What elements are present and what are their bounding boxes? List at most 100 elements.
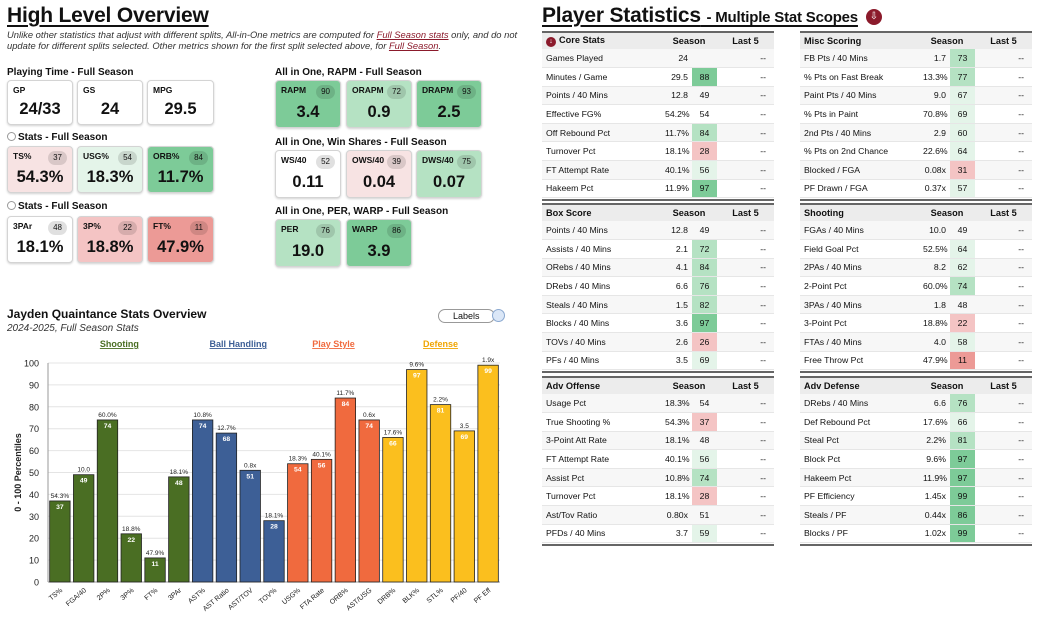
stat-last5: -- (717, 351, 774, 371)
stat-value: 11.9% (919, 468, 950, 488)
x-tick-label: FT% (144, 587, 160, 602)
stat-name: Free Throw Pct (800, 351, 919, 371)
table-row: Field Goal Pct 52.5% 64 -- (800, 239, 1032, 259)
stat-value: 47.9% (919, 351, 950, 371)
stat-value: 0.08x (919, 160, 950, 180)
stat-percentile (692, 49, 717, 69)
table-row: Def Rebound Pct 17.6% 66 -- (800, 412, 1032, 432)
x-tick-label: PF Eff (473, 587, 492, 605)
stat-percentile: 49 (692, 86, 717, 106)
stat-percentile: 76 (950, 394, 975, 414)
stat-value: 0.37x (919, 179, 950, 199)
table-header-name[interactable]: ↓ Core Stats (542, 31, 661, 49)
stat-percentile: 54 (692, 394, 717, 414)
stat-last5: -- (975, 276, 1032, 296)
section-stats-1[interactable]: Stats - Full Season (7, 132, 107, 143)
stat-value: 18.1% (661, 431, 692, 451)
x-tick-label: TOV% (258, 587, 278, 606)
table-header-last5: Last 5 (717, 203, 774, 221)
table-header-season: Season (919, 203, 975, 221)
section-playing-time: Playing Time - Full Season (7, 67, 134, 78)
download-icon[interactable]: ⇩ (866, 9, 882, 25)
stat-last5: -- (975, 141, 1032, 162)
y-tick-label: 40 (29, 490, 39, 500)
stat-value: 54.3% (661, 412, 692, 432)
bar-percentile-label: 69 (461, 434, 469, 441)
stat-percentile: 77 (950, 67, 975, 87)
group-label: Shooting (100, 339, 139, 349)
y-tick-label: 20 (29, 534, 39, 544)
stat-percentile: 88 (692, 67, 717, 87)
radio-icon[interactable] (7, 201, 16, 210)
table-row: True Shooting % 54.3% 37 -- (542, 412, 774, 432)
table-row: Free Throw Pct 47.9% 11 -- (800, 351, 1032, 371)
radio-icon[interactable] (7, 132, 16, 141)
bar-percentile-label: 74 (365, 423, 373, 430)
table-header-name[interactable]: Box Score (542, 203, 661, 221)
stat-name: FGAs / 40 Mins (800, 221, 919, 241)
bar-value-label: 18.3% (289, 456, 308, 463)
table-row: 2nd Pts / 40 Mins 2.9 60 -- (800, 123, 1032, 143)
table-bottom-border (542, 370, 774, 373)
stat-percentile: 28 (692, 141, 717, 162)
stat-value: 2.9 (919, 123, 950, 143)
stat-value: 1.8 (919, 295, 950, 315)
table-row: Off Rebound Pct 11.7% 84 -- (542, 123, 774, 143)
stat-percentile: 54 (692, 104, 717, 124)
stat-last5: -- (717, 449, 774, 469)
stat-value: 0.80x (661, 505, 692, 525)
table-row: Turnover Pct 18.1% 28 -- (542, 141, 774, 162)
percentile-bar-chart: 0 10 20 30 40 50 60 70 80 90 100 0 - 100 Percentile… (13, 339, 500, 613)
table-row: Turnover Pct 18.1% 28 -- (542, 486, 774, 507)
card-ts: TS% 37 54.3% (7, 146, 73, 193)
stat-last5: -- (975, 468, 1032, 488)
table-header-last5: Last 5 (975, 203, 1032, 221)
table-header-name[interactable]: Adv Offense (542, 376, 661, 394)
stat-percentile: 99 (950, 524, 975, 544)
bar-value-label: 40.1% (312, 451, 331, 458)
bar-percentile-label: 37 (56, 504, 64, 511)
bar-value-label: 17.6% (384, 429, 403, 436)
bar (334, 397, 356, 583)
y-tick-label: 80 (29, 402, 39, 412)
table-row: Games Played 24 -- (542, 49, 774, 69)
x-tick-label: 3P% (120, 587, 136, 602)
stat-percentile: 66 (950, 412, 975, 432)
full-season-link[interactable]: Full Season (388, 40, 439, 51)
table-header-name[interactable]: Shooting (800, 203, 919, 221)
table-row: FT Attempt Rate 40.1% 56 -- (542, 160, 774, 180)
stat-value: 22.6% (919, 141, 950, 162)
section-stats-2[interactable]: Stats - Full Season (7, 201, 107, 212)
labels-toggle-button[interactable]: Labels (438, 309, 495, 323)
stat-value: 18.8% (919, 313, 950, 334)
stat-value: 9.0 (919, 86, 950, 106)
bar-percentile-label: 99 (484, 368, 492, 375)
stat-value: 13.3% (919, 67, 950, 87)
table-header-last5: Last 5 (717, 376, 774, 394)
labels-toggle-switch[interactable] (492, 309, 505, 322)
core-stats-icon[interactable]: ↓ (546, 37, 556, 47)
table-row: FB Pts / 40 Mins 1.7 73 -- (800, 49, 1032, 69)
y-tick-label: 0 (34, 578, 39, 588)
bar (382, 437, 404, 583)
stat-name: Usage Pct (542, 394, 661, 414)
stat-name: Minutes / Game (542, 67, 661, 87)
bar-value-label: 1.9x (482, 357, 495, 364)
group-label: Play Style (312, 339, 355, 349)
stat-last5: -- (717, 160, 774, 180)
stat-last5: -- (717, 67, 774, 87)
full-season-stats-link[interactable]: Full Season stats (376, 29, 449, 40)
table-header-name[interactable]: Misc Scoring (800, 31, 919, 49)
bar-value-label: 47.9% (146, 550, 165, 557)
stat-value: 18.3% (661, 394, 692, 414)
table-row: TOVs / 40 Mins 2.6 26 -- (542, 332, 774, 352)
stat-percentile: 59 (692, 524, 717, 544)
table-row: 3-Point Pct 18.8% 22 -- (800, 313, 1032, 334)
stat-value: 54.2% (661, 104, 692, 124)
table-row: PF Efficiency 1.45x 99 -- (800, 486, 1032, 507)
table-header-season: Season (661, 31, 717, 49)
stat-name: 2-Point Pct (800, 276, 919, 296)
stat-last5: -- (975, 486, 1032, 507)
stat-name: Blocked / FGA (800, 160, 919, 180)
table-header-name[interactable]: Adv Defense (800, 376, 919, 394)
